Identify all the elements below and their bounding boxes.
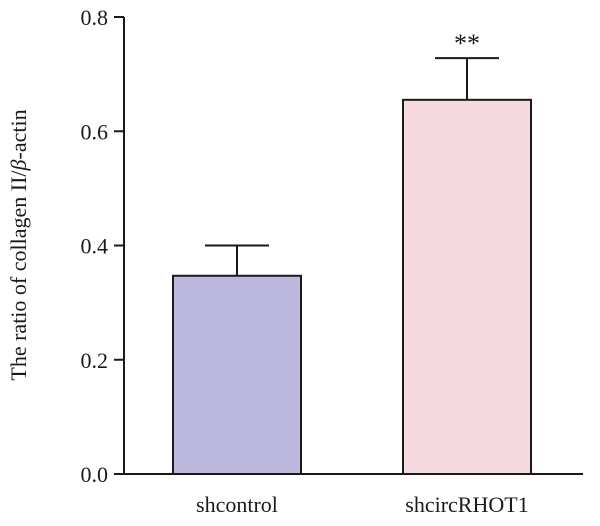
y-tick-label-0: 0.0	[81, 462, 109, 487]
category-labels-layer: shcontrol shcircRHOT1	[196, 492, 529, 517]
y-axis-title-greek: β	[6, 159, 31, 171]
y-tick-label-4: 0.8	[81, 5, 109, 30]
bar-shcontrol	[172, 274, 302, 475]
y-axis-title-prefix: The ratio of collagen II/	[6, 170, 31, 381]
y-axis-title-suffix: -actin	[6, 109, 31, 159]
annotations-layer: **	[454, 29, 480, 58]
bars-layer	[172, 98, 532, 476]
y-tick-label-2: 0.4	[81, 234, 109, 259]
y-axis-title: The ratio of collagen II/β-actin	[6, 109, 31, 380]
y-ticks-layer: 0.0 0.2 0.4 0.6 0.8	[81, 5, 124, 487]
significance-shcircRHOT1: **	[454, 29, 480, 58]
bar-shcircRHOT1	[402, 98, 532, 476]
error-bars-layer	[205, 57, 499, 276]
category-label-shcontrol: shcontrol	[196, 492, 278, 517]
category-label-shcircRHOT1: shcircRHOT1	[405, 492, 528, 517]
y-tick-label-3: 0.6	[81, 119, 109, 144]
y-tick-label-1: 0.2	[81, 348, 109, 373]
